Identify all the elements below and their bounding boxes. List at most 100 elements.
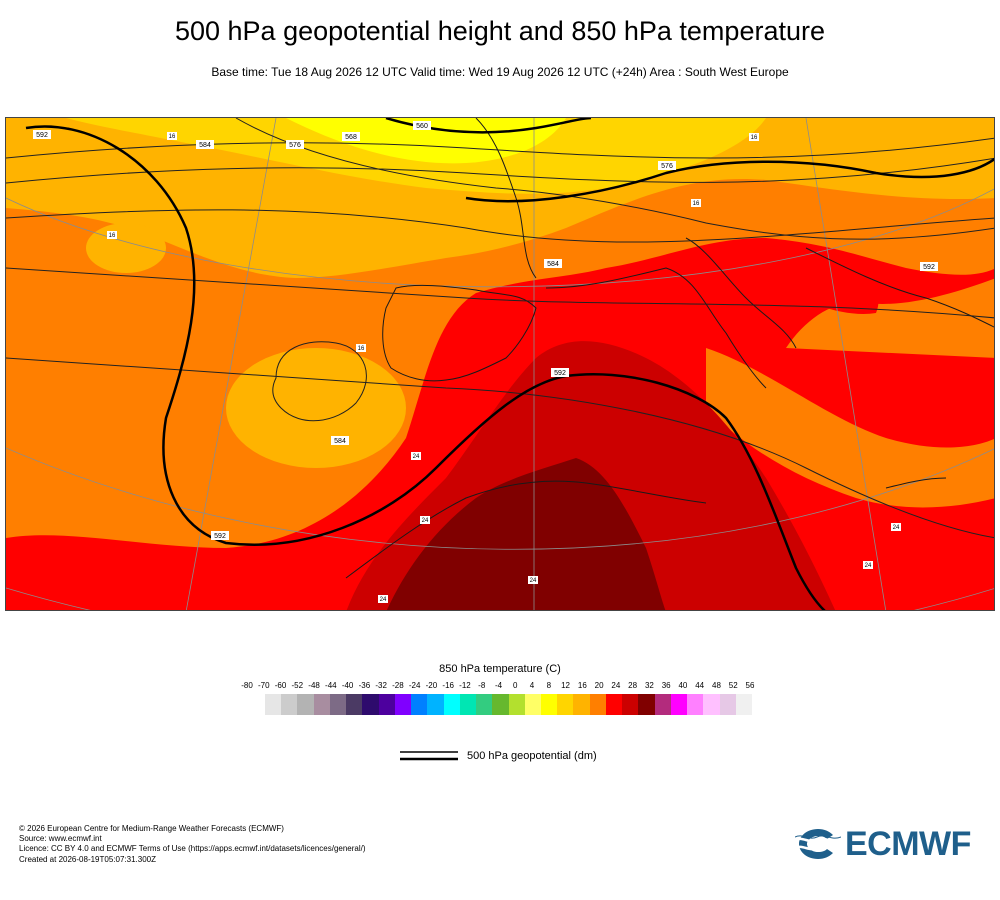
ecmwf-logo-icon [795,829,841,859]
colorbar-swatch [622,694,639,715]
contour-label-text: 576 [661,163,673,170]
temp-field-balkan-red [726,238,879,314]
temp-label-text: 16 [109,233,116,239]
colorbar-tick-label: 4 [529,681,535,690]
colorbar-swatch [346,694,363,715]
contour-label: 560 [413,121,431,130]
contour-label-text: 584 [547,261,559,268]
colorbar-swatch [492,694,509,715]
copyright-text: © 2026 European Centre for Medium-Range … [19,824,284,833]
temp-label: 24 [863,561,873,569]
colorbar-title: 850 hPa temperature (C) [439,663,561,675]
temp-label: 16 [356,344,366,352]
contour-label-text: 584 [199,142,211,149]
temp-labels: 16 16 16 16 24 24 16 24 24 24 24 [107,132,901,603]
colorbar-tick-label: 40 [678,681,688,690]
colorbar-swatch [687,694,704,715]
colorbar-tick-label: -80 [241,681,253,690]
temp-field-4-8 [286,118,566,164]
colorbar-swatch [654,694,671,715]
temp-label-text: 24 [893,525,900,531]
colorbar-tick-label: 52 [728,681,738,690]
colorbar-swatch [735,694,753,715]
colorbar-tick-label: -8 [478,681,486,690]
colorbar-swatch [443,694,460,715]
temp-label: 16 [167,132,177,140]
geopotential-thin-contours [6,118,994,539]
chart-subtitle: Base time: Tue 18 Aug 2026 12 UTC Valid … [211,65,789,79]
colorbar-swatch [524,694,541,715]
contour-label: 568 [342,132,360,141]
contour-label: 576 [658,161,676,170]
colorbar-tick-label: 44 [695,681,705,690]
temp-field-28-32 [386,458,666,610]
colorbar-swatch [638,694,655,715]
map-svg: 560 568 576 584 592 592 584 576 584 592 … [6,118,994,610]
contour-label: 584 [331,436,349,445]
colorbar-swatch [719,694,736,715]
contour-labels: 560 568 576 584 592 592 584 576 584 592 … [33,121,938,540]
contour-label: 592 [33,130,51,139]
weather-map: 560 568 576 584 592 592 584 576 584 592 … [5,117,995,611]
contour-label: 584 [196,140,214,149]
temp-label: 24 [411,452,421,460]
temp-label-text: 24 [865,563,872,569]
colorbar-swatch [540,694,558,715]
colorbar-tick-label: 16 [577,681,587,690]
contour-label-text: 584 [334,438,346,445]
colorbar-tick-label: -36 [358,681,371,690]
contour-label: 592 [211,531,229,540]
colorbar-swatch [605,694,623,715]
contour-label-text: 592 [214,533,226,540]
colorbar-tick-label: -4 [494,681,503,690]
geopotential-legend-line [400,751,458,761]
colorbar-swatch [313,694,330,715]
created-text: Created at 2026-08-19T05:07:31.300Z [19,854,156,864]
colorbar-tick-label: -20 [425,681,438,690]
colorbar-swatch [362,694,379,715]
contour-label-text: 576 [289,142,301,149]
temp-field-ne-orange [786,278,994,358]
colorbar-tick-label: -12 [459,681,471,690]
temp-label-text: 24 [380,597,387,603]
colorbar-swatch [703,694,720,715]
colorbar-ticks: -80 -70 -60 -52 -48 -44 -40 -36 -32 -28 -24 -20 -16-… [0,681,1000,693]
contour-label: 576 [286,140,304,149]
licence-text: Licence: CC BY 4.0 and ECMWF Terms of Us… [19,844,366,854]
colorbar-tick-label: -70 [257,681,270,690]
temp-label-text: 16 [751,135,758,141]
contour-label-text: 592 [554,370,566,377]
coastlines [345,118,994,579]
colorbar-swatch [265,694,282,715]
contour-label: 592 [551,368,569,377]
contour-label: 592 [920,262,938,271]
colorbar-tick-label: 12 [561,681,571,690]
temp-label-text: 24 [530,578,537,584]
colorbar-swatch [459,694,477,715]
temp-label-text: 24 [413,454,420,460]
colorbar-swatch [573,694,590,715]
temp-label-text: 16 [169,134,176,140]
ecmwf-logo-text: ECMWF [845,824,971,863]
colorbar-tick-label: 56 [745,681,755,690]
temp-label: 24 [378,595,388,603]
temp-label-text: 24 [422,518,429,524]
colorbar-tick-label: -32 [375,681,387,690]
colorbar-tick-label: 0 [513,681,518,690]
temp-label: 16 [749,133,759,141]
temp-label-text: 16 [693,201,700,207]
temp-label-text: 16 [358,346,365,352]
colorbar-swatch [557,694,574,715]
contour-label-text: 592 [923,264,935,271]
contour-label-text: 560 [416,123,428,130]
colorbar-tick-label: -16 [442,681,454,690]
colorbar-swatch [670,694,688,715]
colorbar-tick-label: -28 [392,681,404,690]
colorbar-swatch [427,694,444,715]
source-text: Source: www.ecmwf.int [19,834,102,844]
contour-label-text: 592 [36,132,48,139]
temp-label: 24 [891,523,901,531]
colorbar-swatch [476,694,493,715]
colorbar-tick-label: 28 [628,681,638,690]
colorbar-tick-label: 48 [712,681,721,690]
